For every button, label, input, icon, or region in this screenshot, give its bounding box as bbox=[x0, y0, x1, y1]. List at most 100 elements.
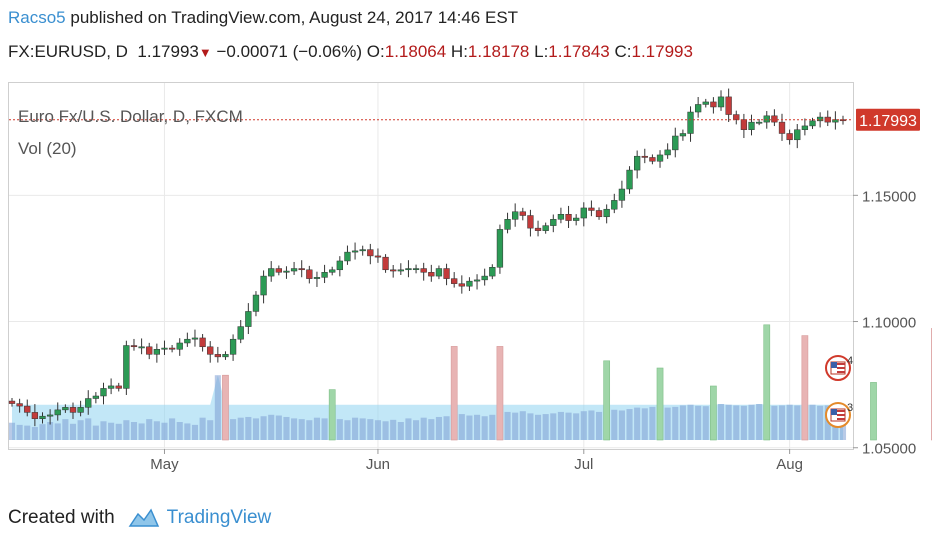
candle bbox=[771, 109, 778, 127]
candle bbox=[24, 399, 31, 417]
volume-bar bbox=[512, 412, 519, 440]
candle-body bbox=[496, 229, 504, 268]
tradingview-link[interactable]: TradingView bbox=[166, 507, 272, 528]
candle-body bbox=[214, 354, 221, 358]
volume-bar bbox=[725, 404, 732, 440]
volume-bar bbox=[54, 423, 61, 440]
candle bbox=[252, 291, 260, 317]
volume-spike-bar bbox=[496, 346, 504, 441]
candle-body bbox=[420, 268, 427, 273]
volume-bar bbox=[230, 419, 237, 440]
candle-body bbox=[603, 208, 610, 218]
author-link[interactable]: Racso5 bbox=[8, 8, 66, 27]
candle bbox=[359, 245, 366, 256]
volume-bar bbox=[153, 421, 160, 440]
candle bbox=[229, 334, 237, 361]
volume-bar bbox=[85, 418, 92, 440]
volume-bar bbox=[336, 419, 343, 440]
candle-body bbox=[390, 269, 397, 272]
candle-body bbox=[557, 214, 565, 220]
volume-bar bbox=[169, 418, 176, 440]
candle-body bbox=[62, 407, 69, 411]
candle-body bbox=[672, 135, 679, 151]
volume-bar bbox=[611, 409, 618, 440]
volume-spike-bar bbox=[222, 374, 229, 441]
volume-bar bbox=[405, 418, 412, 440]
volume-bar bbox=[100, 421, 107, 440]
flag-stripe bbox=[837, 363, 845, 365]
event-count: 4 bbox=[847, 355, 853, 367]
candle bbox=[313, 271, 321, 287]
candle bbox=[443, 263, 450, 286]
candle bbox=[107, 378, 115, 395]
volume-bar bbox=[817, 405, 824, 440]
candle bbox=[123, 340, 130, 395]
candle-body bbox=[656, 154, 664, 162]
candle-body bbox=[367, 249, 374, 257]
price-axis[interactable]: 1.15000 1.10000 1.05000 bbox=[853, 83, 916, 458]
candle bbox=[664, 143, 671, 159]
candle-body bbox=[245, 311, 252, 327]
volume-bar bbox=[413, 420, 420, 440]
candle-body bbox=[123, 345, 130, 389]
volume-bar bbox=[641, 408, 648, 440]
volume-bar bbox=[733, 405, 740, 440]
tradingview-logo-icon bbox=[128, 508, 159, 527]
candle-body bbox=[451, 278, 458, 284]
candle bbox=[130, 338, 138, 351]
candle bbox=[46, 409, 54, 425]
candle-body bbox=[489, 267, 496, 277]
candle-body bbox=[443, 268, 450, 279]
candle bbox=[329, 266, 336, 276]
time-tick-label: Aug bbox=[776, 456, 803, 473]
volume-bar bbox=[306, 420, 313, 440]
candle bbox=[222, 351, 229, 360]
volume-bar bbox=[519, 411, 526, 440]
candle bbox=[298, 260, 305, 278]
volume-bar bbox=[786, 404, 793, 440]
volume-bar bbox=[123, 420, 130, 440]
volume-bar bbox=[687, 404, 694, 440]
candle-body bbox=[679, 133, 687, 137]
volume-bar bbox=[702, 406, 709, 440]
volume-bar bbox=[321, 418, 328, 440]
candle-body bbox=[748, 121, 755, 130]
event-markers[interactable]: 43 bbox=[825, 355, 853, 428]
footer: Created with TradingView bbox=[8, 506, 271, 530]
candle-body bbox=[649, 157, 656, 162]
candle bbox=[550, 214, 557, 233]
candle bbox=[512, 203, 519, 227]
candle bbox=[832, 111, 839, 130]
candle-body bbox=[359, 249, 366, 252]
candle bbox=[344, 245, 351, 265]
candle-body bbox=[611, 200, 618, 210]
candle-body bbox=[687, 111, 694, 134]
candle bbox=[184, 332, 191, 347]
candle-body bbox=[816, 116, 824, 122]
candle-body bbox=[268, 268, 275, 277]
candle bbox=[679, 129, 687, 141]
candle bbox=[634, 150, 641, 179]
volume-bar bbox=[626, 409, 633, 440]
time-axis[interactable]: MayJunJulAug21 bbox=[150, 449, 932, 473]
volume-bar bbox=[595, 411, 603, 440]
candle-body bbox=[344, 251, 351, 262]
volume-bar bbox=[565, 412, 572, 440]
candle bbox=[801, 118, 809, 136]
volume-bar bbox=[664, 407, 671, 440]
candle-body bbox=[222, 354, 229, 358]
candle-body bbox=[771, 115, 778, 123]
candle bbox=[694, 97, 702, 118]
publish-info: Racso5 published on TradingView.com, Aug… bbox=[8, 8, 518, 28]
volume-bar bbox=[207, 420, 214, 440]
event-flag-icon: 4 bbox=[825, 355, 853, 381]
volume-bar bbox=[504, 411, 511, 440]
candle-body bbox=[374, 255, 382, 258]
volume-bar bbox=[634, 407, 641, 440]
volume-bar bbox=[130, 422, 138, 440]
candle bbox=[39, 412, 46, 424]
volume-bar bbox=[115, 423, 122, 440]
candle bbox=[527, 209, 534, 237]
volume-bars bbox=[8, 324, 932, 441]
